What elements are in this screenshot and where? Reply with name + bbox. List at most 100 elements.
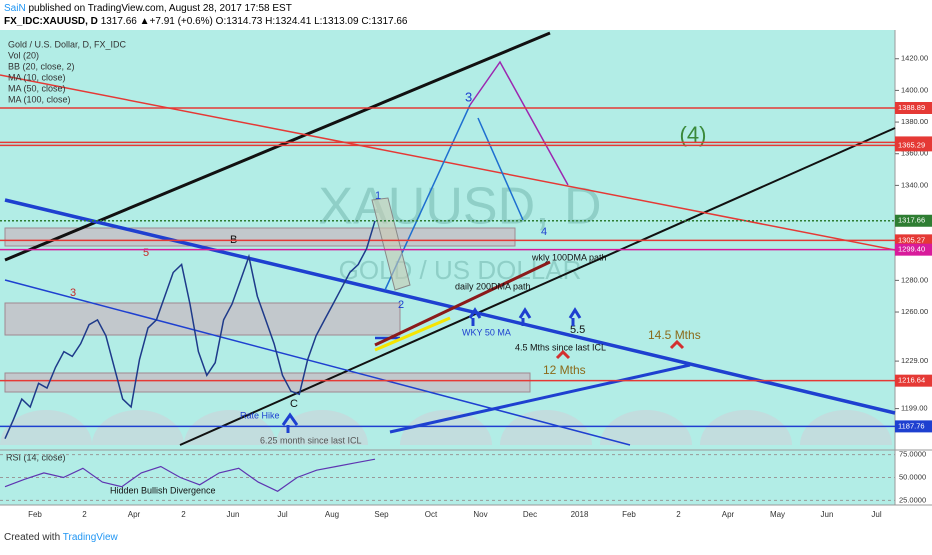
zone — [4, 302, 401, 336]
x-tick-label: Apr — [128, 510, 141, 519]
published: published on TradingView.com, August 28,… — [28, 3, 291, 14]
arrow — [281, 307, 582, 433]
annotation: 5.5 — [570, 324, 585, 336]
x-tick-label: Nov — [473, 510, 487, 519]
rsi-tick-label: 75.0000 — [899, 450, 926, 459]
level-label: 1299.40 — [898, 245, 925, 254]
legend-entry: Vol (20) — [8, 50, 39, 60]
arc — [600, 410, 692, 445]
annotations: (4) 1 2 3 4 B C 5 3 5.5 14.5 Mths 12 Mth… — [70, 89, 706, 495]
x-tick-label: 2 — [82, 510, 87, 519]
arc — [400, 410, 492, 445]
rsi-line — [4, 458, 376, 492]
trendline — [389, 363, 691, 434]
projection — [469, 60, 569, 186]
watermark: XAUUSD, D — [318, 178, 601, 236]
legend-entry: MA (100, close) — [8, 94, 71, 104]
annotation: 5 — [143, 247, 149, 259]
rsi-label: RSI (14, close) — [6, 452, 66, 462]
price-line — [4, 220, 376, 440]
annotation: 12 Mths — [543, 363, 586, 377]
level-tag — [895, 234, 932, 247]
arc — [92, 410, 184, 445]
level-tag — [895, 374, 932, 387]
annotation: daily 200DMA path — [455, 281, 531, 291]
level-tag — [895, 420, 932, 433]
y-tick-label: 1229.00 — [901, 356, 928, 365]
legend-entry: BB (20, close, 2) — [8, 61, 75, 71]
arc — [500, 410, 592, 445]
annotation: 4 — [541, 226, 547, 238]
level-label: 1388.89 — [898, 103, 925, 112]
x-tick-label: Dec — [523, 510, 537, 519]
header: SaiN published on TradingView.com, Augus… — [4, 3, 292, 14]
footer: Created with TradingView — [4, 532, 119, 543]
author: SaiN — [4, 3, 26, 14]
x-tick-label: Aug — [325, 510, 339, 519]
annotation: 14.5 Mths — [648, 328, 701, 342]
rsi-tick-label: 50.0000 — [899, 472, 926, 481]
annotation: WKY 50 MA — [462, 327, 511, 337]
annotation: Hidden Bullish Divergence — [110, 485, 216, 495]
x-tick-label: Jun — [821, 510, 834, 519]
y-tick-label: 1199.00 — [901, 404, 928, 413]
x-tick-label: Jun — [227, 510, 240, 519]
x-tick-label: 2 — [676, 510, 681, 519]
cycle-arcs — [0, 410, 892, 445]
created: Created with — [4, 532, 60, 543]
y-tick-label: 1340.00 — [901, 180, 928, 189]
annotation: 4.5 Mths since last ICL — [515, 342, 606, 352]
annotation: 3 — [70, 287, 76, 299]
legend-entry: MA (50, close) — [8, 83, 66, 93]
annotation: Rate Hike — [240, 410, 280, 420]
arc — [184, 410, 276, 445]
annotation: C — [290, 398, 298, 410]
level-tag — [895, 214, 932, 227]
level-label: 1317.66 — [898, 216, 925, 225]
marker — [555, 339, 685, 360]
x-tick-label: Feb — [28, 510, 42, 519]
level-label: 1305.27 — [898, 235, 925, 244]
rsi-tick-label: 25.0000 — [899, 495, 926, 504]
zone — [4, 372, 531, 393]
y-tick-label: 1360.00 — [901, 149, 928, 158]
level-label: 1365.29 — [898, 140, 925, 149]
brand: TradingView — [63, 532, 119, 543]
x-tick-label: May — [770, 510, 785, 519]
x-tick-label: Oct — [425, 510, 438, 519]
annotation: wkly 100DMA path — [531, 252, 607, 262]
trendline — [4, 279, 631, 446]
symbol: FX_IDC:XAUUSD, D 1317.66 ▲+7.91 (+0.6%) … — [4, 16, 408, 27]
legend-entry: Gold / U.S. Dollar, D, FX_IDC — [8, 39, 127, 49]
annotation: 6.25 month since last ICL — [260, 435, 362, 445]
x-tick-label: Jul — [277, 510, 287, 519]
y-tick-label: 1380.00 — [901, 117, 928, 126]
annotation: 3 — [465, 89, 472, 104]
trendlines — [0, 31, 896, 446]
x-tick-label: 2018 — [571, 510, 589, 519]
x-tick-label: 2 — [181, 510, 186, 519]
w100-path — [374, 260, 551, 347]
y-tick-label: 1260.00 — [901, 307, 928, 316]
arc — [700, 410, 792, 445]
arc — [276, 410, 368, 445]
annotation: 2 — [398, 299, 404, 311]
watermark-sub: GOLD / US DOLLAR — [339, 255, 582, 285]
zone — [4, 227, 516, 247]
annotation: 1 — [375, 190, 381, 202]
level-label: 1216.64 — [898, 376, 925, 385]
x-tick-label: Apr — [722, 510, 735, 519]
arc — [800, 410, 892, 445]
arc — [0, 410, 92, 445]
y-tick-label: 1400.00 — [901, 85, 928, 94]
level-tag — [895, 101, 932, 114]
x-tick-label: Sep — [374, 510, 389, 519]
y-tick-label: 1420.00 — [901, 54, 928, 63]
level-label: 1187.76 — [898, 421, 925, 430]
quote: 1317.66 ▲+7.91 (+0.6%) O:1314.73 H:1324.… — [101, 16, 408, 27]
symbol-name: FX_IDC:XAUUSD, D — [4, 16, 98, 27]
d200-path — [374, 316, 451, 352]
level-tag — [895, 243, 932, 256]
